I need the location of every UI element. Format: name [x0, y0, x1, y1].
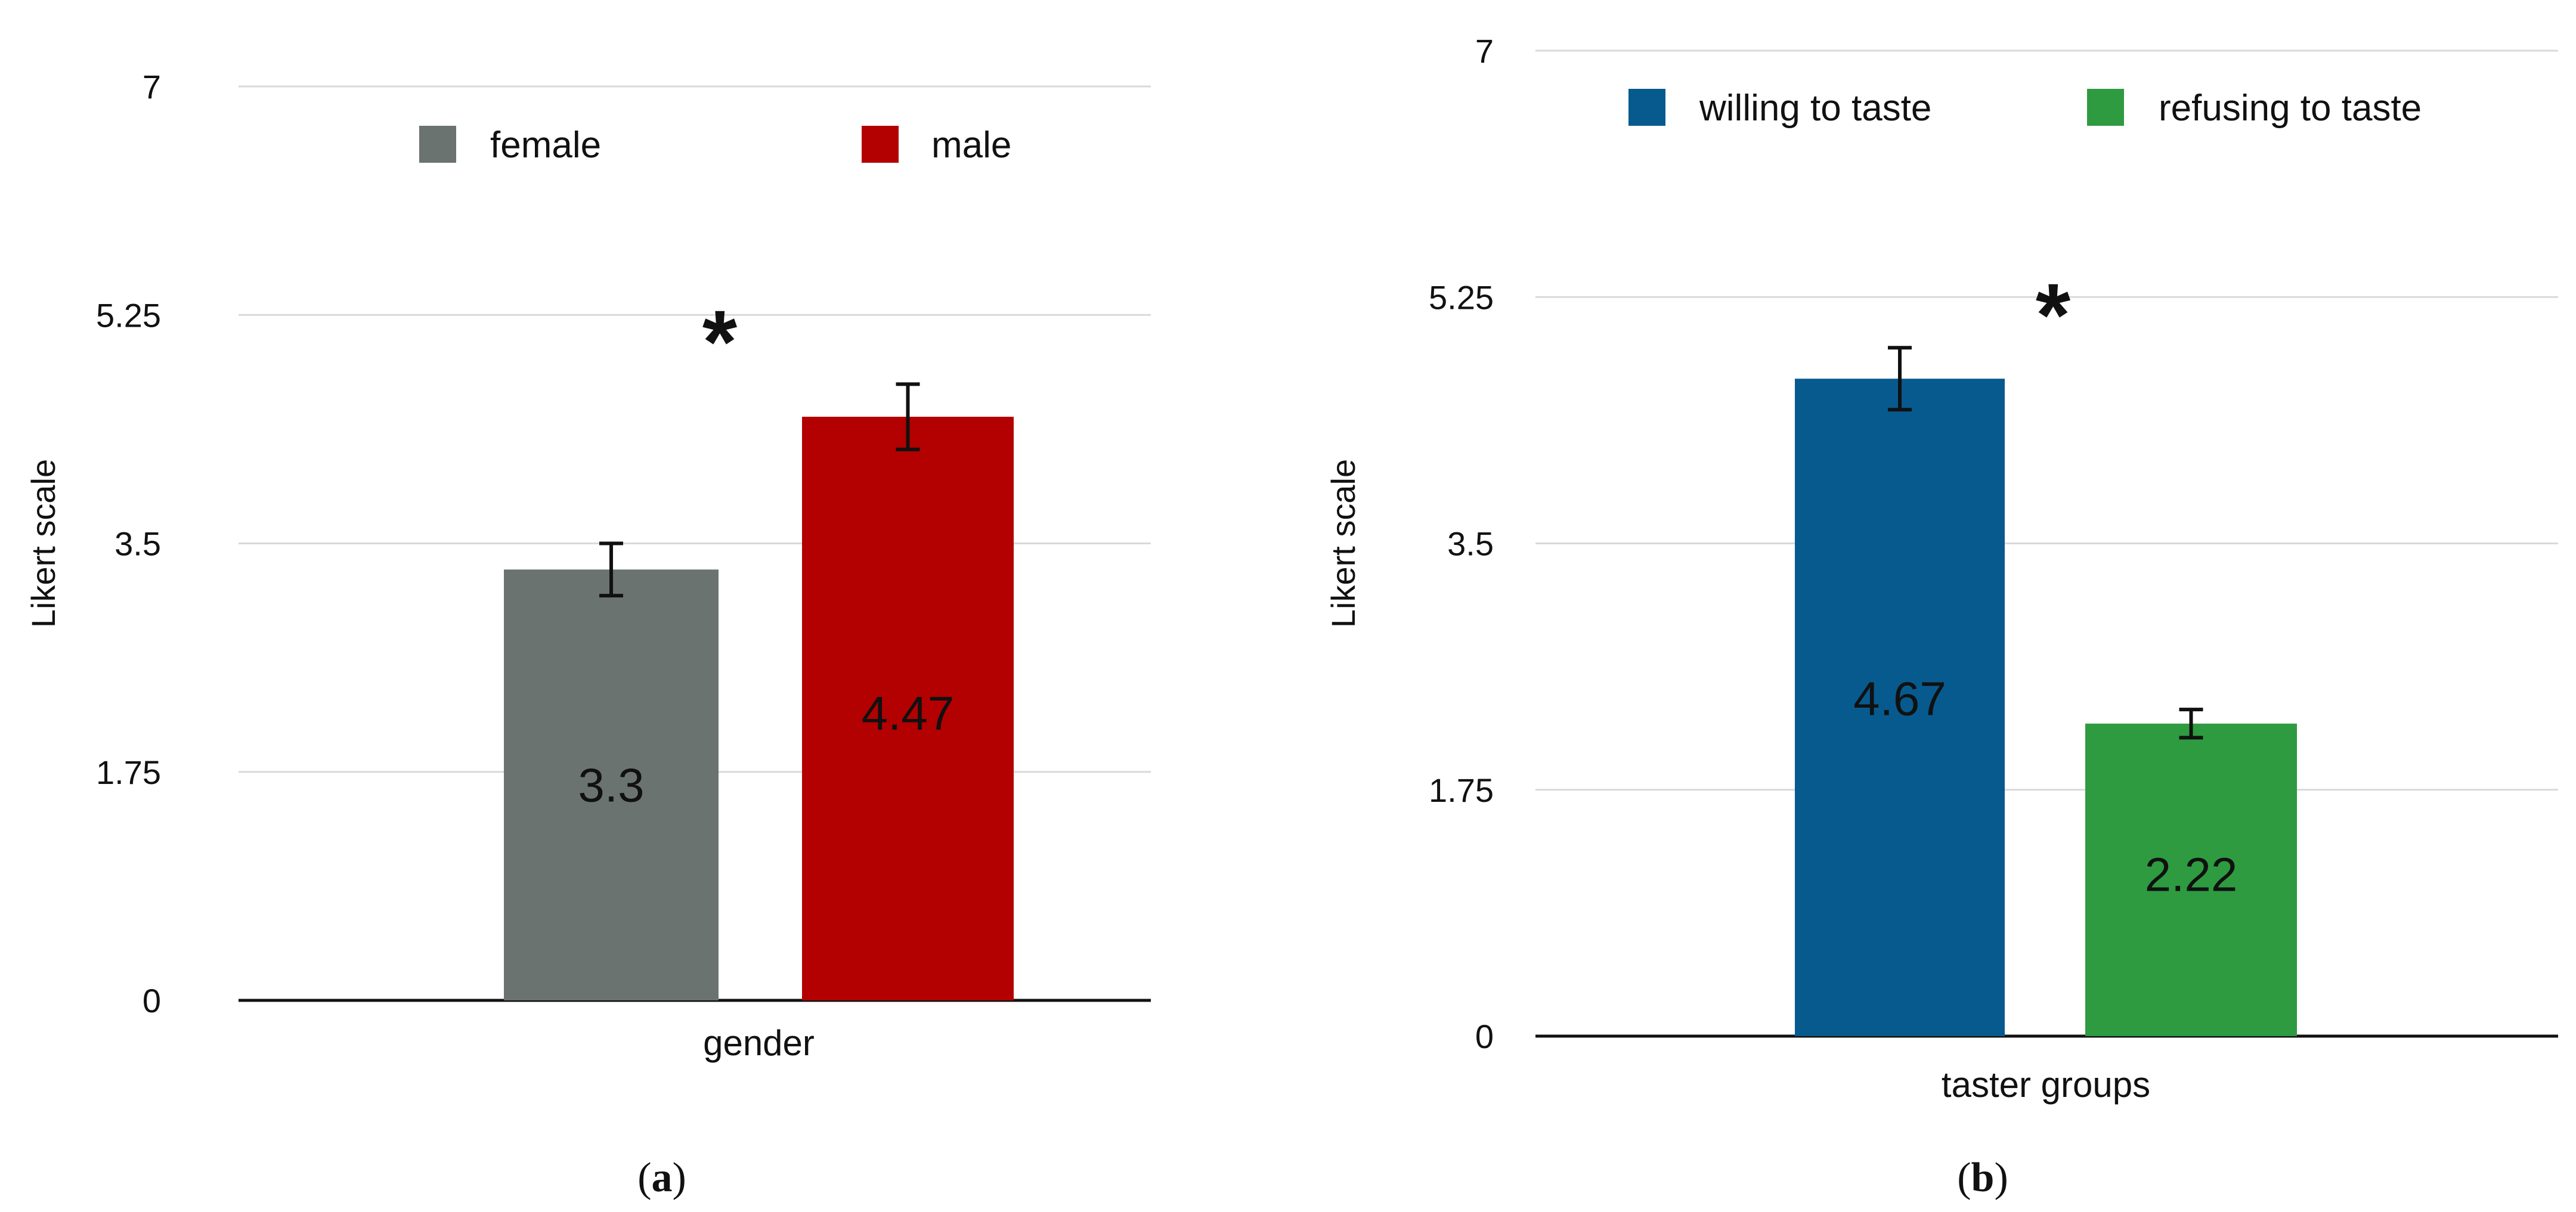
y-tick-label: 0	[1475, 1018, 1494, 1055]
y-tick-label: 7	[143, 68, 161, 106]
panel-caption: (a)	[637, 1155, 686, 1201]
y-tick-label: 1.75	[1429, 771, 1494, 809]
y-axis-label: Likert scale	[1324, 459, 1362, 628]
legend-swatch	[1628, 89, 1665, 126]
significance-marker: *	[702, 292, 738, 392]
y-tick-label: 0	[143, 982, 161, 1019]
y-tick-label: 5.25	[1429, 278, 1494, 316]
bar-refusing-to-taste	[2085, 723, 2297, 1036]
bar-male	[802, 417, 1014, 1000]
panel-caption: (b)	[1957, 1155, 2008, 1201]
x-axis-label: taster groups	[1942, 1065, 2150, 1105]
data-label: 3.3	[578, 759, 644, 812]
data-label: 2.22	[2145, 848, 2238, 901]
data-label: 4.47	[862, 687, 955, 740]
significance-marker: *	[2036, 265, 2071, 365]
x-axis-label: gender	[703, 1023, 815, 1063]
y-axis-label: Likert scale	[24, 459, 62, 628]
panel-a-chart: 0 1.75 3.5 5.25 7 Likert scale gender 3.3 female…	[24, 68, 1151, 1201]
y-tick-label: 3.5	[1447, 525, 1494, 563]
legend-swatch	[862, 126, 899, 163]
bar-female	[504, 569, 719, 1000]
bar-willing-to-taste	[1795, 379, 2005, 1036]
data-label: 4.67	[1853, 672, 1946, 725]
legend-swatch	[419, 126, 456, 163]
y-tick-label: 7	[1475, 32, 1494, 70]
legend-label: willing to taste	[1699, 88, 1931, 129]
legend-label: male	[931, 125, 1011, 166]
y-tick-label: 3.5	[114, 525, 161, 563]
panel-b-chart: 0 1.75 3.5 5.25 7 Likert scale taster groups 4.…	[1324, 32, 2558, 1201]
legend-label: refusing to taste	[2159, 88, 2422, 129]
legend-label: female	[490, 125, 601, 166]
y-tick-label: 1.75	[96, 754, 161, 791]
legend-swatch	[2087, 89, 2124, 126]
y-tick-label: 5.25	[96, 296, 161, 334]
